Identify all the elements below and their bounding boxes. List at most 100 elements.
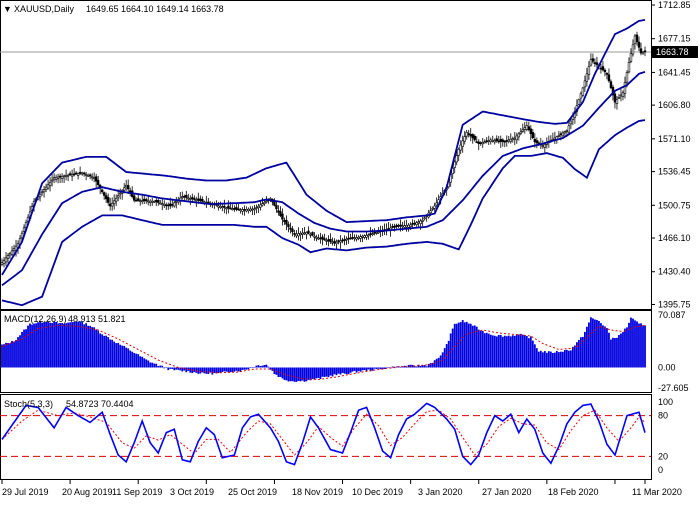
candle-body	[309, 234, 312, 236]
candle-body	[163, 203, 166, 206]
macd-histogram-bar	[598, 321, 600, 368]
candle-body	[104, 195, 108, 200]
candle-body	[343, 239, 346, 241]
candle-body	[38, 193, 42, 198]
macd-histogram-bar	[109, 339, 112, 368]
macd-histogram-bar	[337, 367, 340, 374]
macd-histogram-bar	[107, 337, 110, 368]
macd-histogram-bar	[303, 367, 306, 382]
macd-histogram-bar	[249, 367, 252, 368]
candle-body	[407, 224, 410, 228]
candle-body	[301, 232, 304, 235]
macd-histogram-bar	[407, 364, 410, 368]
candle-body	[511, 138, 514, 141]
macd-histogram-bar	[640, 323, 642, 368]
macd-histogram-bar	[221, 367, 224, 372]
candle-body	[22, 227, 26, 232]
candle-body	[607, 74, 611, 82]
candle-body	[229, 207, 232, 210]
macd-histogram-bar	[253, 367, 256, 368]
macd-histogram-bar	[367, 367, 370, 370]
price-tick-label: 1641.45	[658, 67, 691, 77]
macd-histogram-bar	[596, 319, 598, 368]
macd-histogram-bar	[459, 322, 462, 368]
candle-body	[223, 205, 226, 208]
macd-histogram-bar	[618, 334, 620, 368]
macd-histogram-bar	[163, 367, 166, 369]
candle-body	[46, 184, 50, 189]
macd-histogram-bar	[616, 337, 618, 368]
candle-body	[181, 196, 184, 198]
candle-body	[82, 172, 86, 175]
candle-body	[495, 138, 498, 142]
macd-histogram-bar	[339, 367, 342, 375]
candle-body	[625, 72, 629, 83]
stoch-panel-frame	[0, 394, 652, 480]
candle-body	[44, 186, 48, 190]
candle-body	[347, 237, 350, 240]
macd-histogram-bar	[361, 367, 364, 371]
candle-body	[369, 233, 372, 235]
macd-histogram-bar	[620, 333, 622, 368]
macd-histogram-bar	[29, 323, 31, 368]
macd-histogram-bar	[159, 365, 162, 368]
candle-body	[603, 69, 607, 73]
macd-histogram-bar	[181, 367, 184, 372]
candle-body	[417, 221, 420, 224]
candle-body	[285, 219, 288, 225]
dropdown-arrow-icon[interactable]: ▼	[3, 4, 12, 14]
last-price-label: 1663.78	[656, 47, 689, 57]
candle-body	[491, 139, 494, 142]
macd-histogram-bar	[7, 343, 9, 368]
stoch-d-line	[1, 409, 646, 456]
macd-histogram-bar	[461, 320, 464, 368]
macd-histogram-bar	[147, 360, 150, 368]
candle-body	[139, 200, 142, 202]
macd-histogram-bar	[199, 367, 202, 374]
macd-histogram-bar	[387, 367, 390, 368]
price-header: ▼ XAUUSD,Daily 1649.65 1664.10 1649.14 1…	[3, 4, 224, 14]
stoch-k-line	[1, 402, 646, 466]
candle-body	[605, 73, 609, 75]
candle-body	[135, 199, 138, 202]
macd-histogram-bar	[61, 323, 63, 368]
price-tick-label: 1571.10	[658, 134, 691, 144]
macd-histogram-bar	[101, 334, 104, 368]
candle-body	[293, 233, 296, 235]
candle-body	[165, 204, 168, 207]
macd-histogram-bar	[582, 336, 584, 368]
candle-body	[377, 231, 380, 234]
candle-body	[509, 138, 512, 142]
upper-band	[1, 19, 646, 276]
candle-body	[185, 194, 188, 198]
macd-histogram-bar	[447, 340, 450, 368]
candle-body	[315, 236, 318, 239]
macd-histogram-bar	[323, 367, 326, 377]
macd-histogram-bar	[551, 352, 554, 368]
candle-body	[277, 210, 280, 213]
macd-histogram-bar	[37, 322, 39, 368]
candle-body	[279, 211, 282, 217]
candle-body	[431, 208, 434, 210]
macd-histogram-bar	[15, 340, 17, 368]
candle-body	[110, 203, 114, 207]
candle-body	[371, 233, 374, 236]
macd-histogram-bar	[63, 323, 65, 368]
macd-histogram-bar	[25, 329, 27, 368]
candle-body	[501, 139, 504, 143]
macd-histogram-bar	[121, 345, 124, 368]
macd-histogram-bar	[161, 365, 164, 368]
macd-histogram-bar	[13, 341, 15, 368]
macd-histogram-bar	[177, 367, 180, 370]
candle-body	[421, 219, 424, 222]
macd-histogram-bar	[600, 323, 602, 368]
candle-body	[235, 207, 238, 210]
macd-histogram-bar	[537, 351, 540, 368]
macd-histogram-bar	[279, 367, 282, 377]
macd-histogram-bar	[309, 367, 312, 381]
candle-body	[265, 200, 268, 203]
macd-histogram-bar	[575, 342, 578, 368]
macd-histogram-bar	[267, 366, 270, 368]
candle-body	[116, 195, 120, 198]
macd-histogram-bar	[285, 367, 288, 381]
